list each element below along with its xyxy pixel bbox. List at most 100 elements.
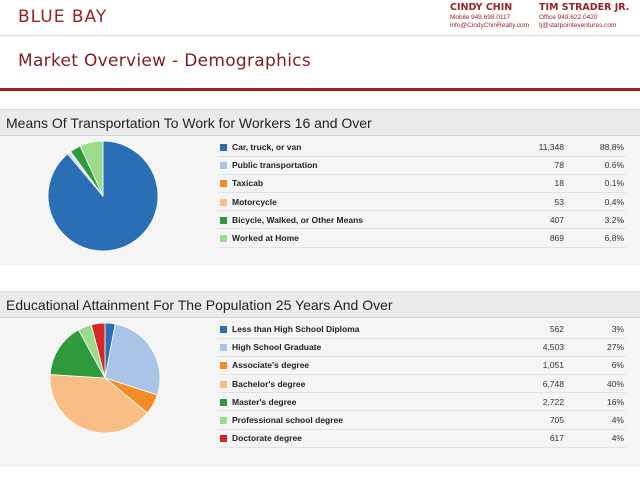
legend-row: Bicycle, Walked, or Other Means 407 3.2% bbox=[218, 210, 626, 230]
legend-swatch bbox=[220, 362, 227, 370]
pie-svg bbox=[47, 140, 159, 252]
legend-label: Taxicab bbox=[232, 178, 264, 189]
legend-percent: 6.8% bbox=[570, 228, 626, 248]
legend-label: Worked at Home bbox=[232, 233, 299, 244]
legend-row: High School Graduate 4,503 27% bbox=[218, 338, 626, 357]
legend-label-cell: Car, truck, or van bbox=[218, 138, 510, 157]
legend-count: 2,722 bbox=[510, 392, 570, 412]
legend-row: Associate's degree 1,051 6% bbox=[218, 356, 626, 376]
legend-label-cell: Master's degree bbox=[218, 392, 510, 412]
agent-phone: Mobile 949.698.0117 bbox=[450, 14, 511, 21]
legend-percent: 88.8% bbox=[570, 138, 626, 157]
pie-slice bbox=[49, 374, 148, 434]
legend-percent: 4% bbox=[570, 410, 626, 430]
legend-row: Worked at Home 869 6.8% bbox=[218, 228, 626, 248]
legend-row: Public transportation 78 0.6% bbox=[218, 156, 626, 175]
legend-label-cell: Taxicab bbox=[218, 174, 510, 194]
page-header: BLUE BAY CINDY CHIN Mobile 949.698.0117 … bbox=[0, 0, 640, 34]
legend-percent: 16% bbox=[570, 392, 626, 412]
legend-label: High School Graduate bbox=[232, 342, 322, 353]
legend-percent: 3.2% bbox=[570, 210, 626, 230]
legend-label: Less than High School Diploma bbox=[232, 323, 360, 334]
pie-slice bbox=[79, 140, 104, 197]
legend-swatch bbox=[220, 198, 227, 206]
legend-row: Taxicab 18 0.1% bbox=[218, 174, 626, 194]
legend-swatch bbox=[220, 435, 227, 443]
page-title: Market Overview - Demographics bbox=[18, 51, 312, 71]
legend-row: Less than High School Diploma 562 3% bbox=[218, 320, 626, 339]
legend-count: 1,051 bbox=[510, 356, 570, 376]
transportation-section: Means Of Transportation To Work for Work… bbox=[0, 109, 640, 265]
legend-label: Public transportation bbox=[232, 160, 318, 171]
pie-slice bbox=[104, 323, 161, 396]
education-pie-chart bbox=[49, 322, 161, 434]
transportation-legend-table: Car, truck, or van 11,348 88.8% Public tran… bbox=[218, 138, 626, 248]
legend-percent: 3% bbox=[570, 320, 626, 339]
legend-swatch bbox=[220, 162, 227, 170]
agent-name: TIM STRADER JR. bbox=[539, 2, 630, 13]
legend-percent: 4% bbox=[570, 429, 626, 448]
legend-count: 4,503 bbox=[510, 338, 570, 357]
legend-row: Master's degree 2,722 16% bbox=[218, 392, 626, 412]
title-divider bbox=[0, 88, 640, 91]
legend-swatch bbox=[220, 380, 227, 388]
education-legend-table: Less than High School Diploma 562 3% High S… bbox=[218, 320, 626, 448]
legend-label-cell: Bachelor's degree bbox=[218, 374, 510, 394]
legend-swatch bbox=[220, 143, 227, 151]
legend-swatch bbox=[220, 216, 227, 224]
legend-percent: 0.4% bbox=[570, 192, 626, 212]
agent-name: CINDY CHIN bbox=[450, 2, 513, 13]
legend-count: 11,348 bbox=[510, 138, 570, 157]
legend-count: 617 bbox=[510, 429, 570, 448]
legend-label-cell: Associate's degree bbox=[218, 356, 510, 376]
legend-label: Master's degree bbox=[232, 396, 297, 407]
legend-count: 18 bbox=[510, 174, 570, 194]
legend-label-cell: Professional school degree bbox=[218, 410, 510, 430]
legend-swatch bbox=[220, 325, 227, 333]
legend-label: Motorcycle bbox=[232, 196, 277, 207]
legend-count: 562 bbox=[510, 320, 570, 339]
legend-count: 705 bbox=[510, 410, 570, 430]
legend-label-cell: High School Graduate bbox=[218, 338, 510, 357]
agent-email[interactable]: tj@starpointeventures.com bbox=[539, 22, 617, 29]
legend-row: Doctorate degree 617 4% bbox=[218, 429, 626, 448]
legend-count: 407 bbox=[510, 210, 570, 230]
legend-label: Car, truck, or van bbox=[232, 141, 302, 152]
header-divider bbox=[0, 34, 640, 37]
legend-percent: 0.1% bbox=[570, 174, 626, 194]
legend-swatch bbox=[220, 180, 227, 188]
legend-swatch bbox=[220, 344, 227, 352]
section-title: Means Of Transportation To Work for Work… bbox=[0, 110, 640, 136]
legend-percent: 27% bbox=[570, 338, 626, 357]
pie-slice bbox=[90, 322, 106, 379]
legend-label: Professional school degree bbox=[232, 415, 344, 426]
legend-swatch bbox=[220, 235, 227, 243]
legend-label: Associate's degree bbox=[232, 360, 310, 371]
legend-label-cell: Public transportation bbox=[218, 156, 510, 175]
agent-contact-2: TIM STRADER JR. Office 949.622.0420 tj@s… bbox=[539, 2, 629, 30]
legend-label-cell: Less than High School Diploma bbox=[218, 320, 510, 339]
legend-row: Professional school degree 705 4% bbox=[218, 410, 626, 430]
legend-row: Bachelor's degree 6,748 40% bbox=[218, 374, 626, 394]
legend-percent: 6% bbox=[570, 356, 626, 376]
pie-svg bbox=[49, 322, 161, 434]
section-title: Educational Attainment For The Populatio… bbox=[0, 292, 640, 318]
agent-email[interactable]: info@CindyChinRealty.com bbox=[450, 22, 530, 29]
transportation-pie-chart bbox=[47, 140, 159, 252]
legend-label: Bachelor's degree bbox=[232, 378, 306, 389]
legend-label-cell: Bicycle, Walked, or Other Means bbox=[218, 210, 510, 230]
brand-logo-text: BLUE BAY bbox=[18, 7, 108, 27]
education-section: Educational Attainment For The Populatio… bbox=[0, 291, 640, 467]
agent-contact-1: CINDY CHIN Mobile 949.698.0117 info@Cind… bbox=[450, 2, 529, 30]
legend-swatch bbox=[220, 417, 227, 425]
legend-label-cell: Motorcycle bbox=[218, 192, 510, 212]
legend-count: 78 bbox=[510, 156, 570, 175]
legend-row: Motorcycle 53 0.4% bbox=[218, 192, 626, 212]
legend-label-cell: Worked at Home bbox=[218, 228, 510, 248]
pie-slice bbox=[49, 329, 106, 379]
legend-label-cell: Doctorate degree bbox=[218, 429, 510, 448]
legend-label: Bicycle, Walked, or Other Means bbox=[232, 214, 364, 225]
legend-percent: 40% bbox=[570, 374, 626, 394]
legend-swatch bbox=[220, 398, 227, 406]
legend-count: 53 bbox=[510, 192, 570, 212]
